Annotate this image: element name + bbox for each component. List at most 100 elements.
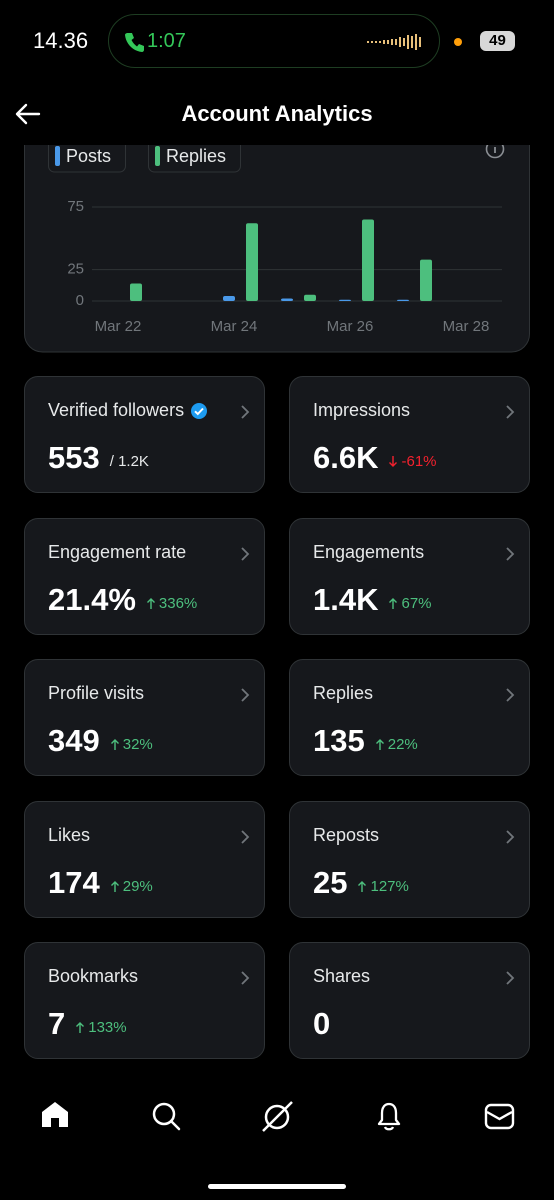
metric-change-text: -61%	[401, 453, 437, 470]
metric-card[interactable]: Engagement rate 21.4% 336%	[24, 517, 265, 635]
metric-card[interactable]: Engagements 1.4K 67%	[289, 517, 530, 635]
notifications-tab[interactable]	[377, 1102, 401, 1131]
metric-change-text: 32%	[122, 736, 153, 753]
metric-value: 349	[48, 723, 100, 758]
dynamic-island: 1:07	[108, 14, 440, 68]
metric-value: 174	[48, 864, 100, 900]
metric-label-text: Replies	[313, 683, 374, 703]
x-tick-label: Mar 26	[327, 318, 374, 335]
metric-change-text: 67%	[401, 594, 432, 612]
chevron	[241, 971, 250, 985]
bar	[304, 294, 316, 301]
metric-change: 32%	[110, 736, 153, 753]
chevron	[241, 829, 250, 844]
bar	[420, 259, 432, 301]
legend-swatch	[55, 146, 60, 166]
metric-change-text: 336%	[158, 594, 198, 612]
search-tab[interactable]	[152, 1102, 181, 1131]
metric-label: Profile visits	[48, 683, 144, 704]
metric-card[interactable]: Reposts 25 127%	[289, 800, 530, 918]
bar	[362, 219, 374, 301]
bar	[281, 298, 293, 301]
privacy-dot	[454, 38, 462, 46]
bar	[223, 295, 235, 301]
chevron	[506, 546, 515, 561]
metric-label: Replies	[313, 683, 373, 704]
metric-card[interactable]: Bookmarks 7 133%	[24, 942, 265, 1059]
metric-label-text: Reposts	[313, 824, 380, 845]
metric-value: 0	[313, 1006, 331, 1041]
verified-badge	[191, 402, 208, 419]
metric-change: 29%	[110, 878, 153, 895]
chart-card: Posts Replies 0 25 75 Mar 22 Mar 24 Mar 26 Mar …	[24, 109, 530, 353]
metric-label-text: Likes	[48, 824, 91, 845]
bar	[246, 223, 258, 301]
status-time: 14.36	[33, 28, 89, 53]
metric-card[interactable]: Replies 135 22%	[289, 659, 530, 776]
metric-label-text: Impressions	[313, 400, 411, 420]
home-indicator	[208, 1184, 346, 1189]
legend-label: Posts	[66, 146, 111, 166]
trend-up-arrow	[375, 739, 384, 750]
metric-label: Engagement rate	[48, 542, 186, 563]
metric-label: Shares	[313, 966, 370, 987]
metric-label: Bookmarks	[48, 966, 138, 987]
metric-value: 6.6K	[313, 440, 379, 475]
metric-change: 336%	[146, 595, 197, 612]
grok-tab[interactable]	[262, 1101, 293, 1132]
metric-change: 22%	[375, 736, 418, 753]
bottom-nav	[42, 1101, 515, 1132]
trend-up-arrow	[389, 597, 398, 609]
chevron	[506, 688, 515, 702]
audio-waveform	[367, 34, 421, 50]
metric-value: 25	[313, 864, 348, 900]
metric-value: 135	[313, 723, 365, 758]
top-bar: 14.36 1:07 49 Account Analytics	[0, 0, 554, 145]
chevron	[506, 405, 515, 419]
chevron	[506, 829, 515, 844]
metric-card[interactable]: Shares 0	[289, 942, 530, 1059]
metric-change-text: 127%	[370, 877, 409, 895]
metric-change: 133%	[75, 1019, 127, 1036]
metric-label-text: Bookmarks	[48, 966, 139, 986]
x-tick-label: Mar 28	[443, 318, 490, 335]
bar	[339, 299, 351, 301]
call-time: 1:07	[147, 30, 186, 52]
trend-up-arrow	[110, 739, 119, 750]
metric-card[interactable]: Likes 174 29%	[24, 800, 265, 918]
trend-up-arrow	[110, 880, 119, 892]
trend-up-arrow	[146, 597, 155, 609]
back-button[interactable]	[14, 100, 42, 128]
metric-label-text: Verified followers	[48, 400, 185, 420]
trend-up-arrow	[76, 1022, 85, 1033]
chevron	[241, 405, 250, 419]
trend-up-arrow	[358, 880, 367, 892]
x-tick-label: Mar 24	[211, 318, 258, 335]
metric-label-text: Shares	[313, 966, 371, 986]
metric-card[interactable]: Profile visits 349 32%	[24, 659, 265, 776]
metric-label: Verified followers	[48, 400, 208, 421]
home-tab[interactable]	[42, 1102, 68, 1127]
metric-change-text: 29%	[122, 877, 153, 895]
metric-card[interactable]: Impressions 6.6K -61%	[289, 376, 530, 493]
metric-change-text: 133%	[88, 1019, 127, 1036]
metric-change: 67%	[388, 594, 432, 612]
metric-change-text: 22%	[387, 736, 418, 753]
metric-label: Reposts	[313, 825, 379, 846]
metric-label: Impressions	[313, 400, 410, 421]
metric-card[interactable]: Verified followers 553 / 1.2K	[24, 376, 265, 493]
trend-down-arrow	[389, 456, 398, 467]
y-tick-label: 0	[76, 292, 84, 309]
chevron	[241, 688, 250, 702]
chevron	[241, 546, 250, 561]
y-tick-label: 25	[67, 261, 84, 278]
legend-item[interactable]: Posts	[48, 131, 126, 173]
bar	[130, 283, 142, 301]
messages-tab[interactable]	[484, 1103, 515, 1130]
metric-label-text: Profile visits	[48, 683, 145, 703]
metric-value: 7	[48, 1006, 66, 1041]
phone-icon	[125, 33, 144, 52]
metric-label: Engagements	[313, 542, 424, 563]
metric-label-text: Engagement rate	[48, 541, 187, 562]
metric-value: 1.4K	[313, 581, 379, 617]
